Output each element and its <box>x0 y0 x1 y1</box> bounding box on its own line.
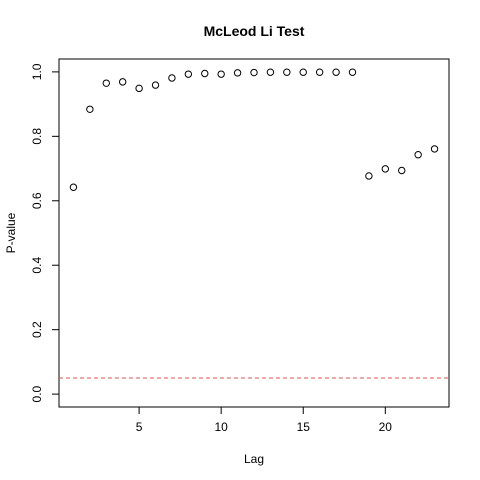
data-point <box>348 68 357 76</box>
data-point <box>365 172 373 180</box>
x-axis-label: Lag <box>244 452 264 466</box>
data-point <box>233 69 242 77</box>
y-tick-label: 0.4 <box>30 257 44 274</box>
data-point <box>217 70 225 78</box>
y-tick-label: 0.8 <box>30 128 44 145</box>
data-point <box>69 183 78 191</box>
y-tick-label: 1.0 <box>30 63 44 80</box>
y-tick-label: 0.2 <box>30 321 44 338</box>
x-tick-label: 20 <box>379 420 393 434</box>
plot-area <box>58 58 450 408</box>
data-point <box>381 165 390 173</box>
x-axis: 5 10 15 20 <box>136 406 393 434</box>
data-point <box>86 105 94 113</box>
y-axis: 0.0 0.2 0.4 0.6 0.8 1.0 <box>30 63 60 402</box>
y-tick-label: 0.6 <box>30 192 44 209</box>
data-point <box>299 68 307 76</box>
data-point <box>266 68 275 76</box>
data-point <box>332 68 340 76</box>
data-point <box>201 69 209 78</box>
data-point <box>135 84 143 93</box>
data-point <box>118 78 127 86</box>
chart-title: McLeod Li Test <box>204 23 305 39</box>
data-point <box>398 166 406 175</box>
data-point <box>315 68 324 76</box>
data-point <box>250 68 258 77</box>
data-point <box>283 68 291 76</box>
data-point <box>414 151 422 159</box>
data-points <box>69 68 439 191</box>
x-tick-label: 5 <box>136 420 143 434</box>
y-tick-label: 0.0 <box>30 385 44 402</box>
data-point <box>151 81 160 89</box>
data-point <box>430 145 439 153</box>
data-point <box>168 74 176 82</box>
data-point <box>102 79 110 87</box>
data-point <box>184 70 193 78</box>
y-axis-label: P-value <box>4 212 18 253</box>
x-tick-label: 15 <box>297 420 311 434</box>
x-tick-label: 10 <box>214 420 228 434</box>
